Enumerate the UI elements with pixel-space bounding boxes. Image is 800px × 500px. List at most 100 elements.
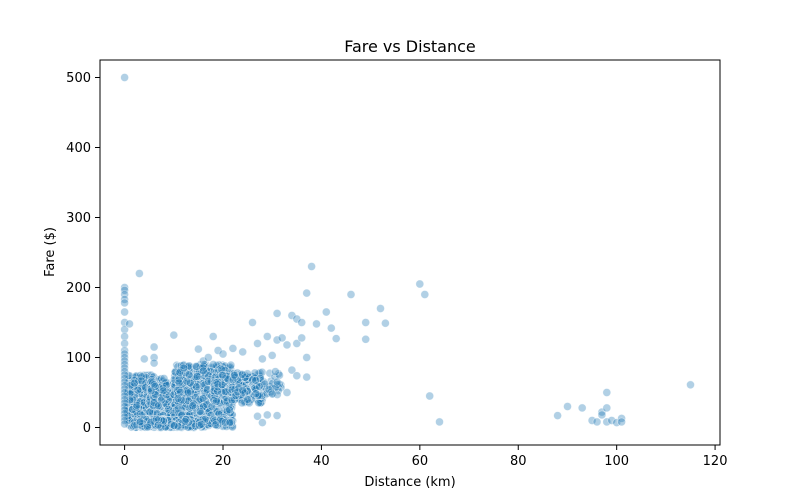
data-point [312, 319, 321, 329]
data-point [174, 378, 184, 388]
data-point [120, 307, 129, 317]
x-tick-label: 20 [215, 454, 232, 469]
data-point [577, 403, 587, 413]
data-point [361, 318, 371, 327]
data-point [321, 307, 331, 317]
data-point [209, 360, 218, 369]
data-point [149, 358, 159, 368]
data-point [186, 387, 195, 397]
data-point [174, 385, 184, 394]
data-point [253, 339, 262, 348]
data-point [225, 405, 234, 415]
data-point [183, 388, 193, 398]
x-tick-label: 40 [313, 454, 330, 469]
data-point [302, 353, 312, 362]
y-tick-label: 100 [66, 351, 91, 366]
data-point [272, 411, 282, 420]
data-point [171, 367, 180, 377]
chart-title: Fare vs Distance [344, 37, 476, 56]
data-point [132, 400, 142, 410]
y-tick-label: 0 [83, 421, 91, 436]
data-point [238, 385, 247, 395]
data-point [120, 298, 129, 308]
data-point [213, 387, 222, 396]
x-tick-label: 120 [703, 454, 728, 469]
data-point [233, 368, 242, 378]
data-point [250, 368, 260, 378]
data-point [184, 370, 194, 379]
data-point [282, 388, 292, 397]
data-point [225, 417, 235, 427]
data-point [125, 319, 134, 329]
data-point [199, 366, 208, 376]
x-tick-label: 80 [510, 454, 527, 469]
data-point [120, 419, 129, 429]
data-point [563, 402, 572, 411]
data-point [204, 353, 213, 362]
data-point [420, 290, 430, 299]
data-point [179, 361, 188, 370]
data-point [277, 333, 287, 343]
data-point [120, 73, 129, 82]
data-point [217, 380, 227, 390]
data-point [271, 367, 280, 376]
data-point [258, 354, 267, 364]
y-tick-label: 200 [66, 281, 91, 296]
data-point [159, 386, 168, 396]
data-point [262, 332, 272, 341]
data-point [331, 334, 341, 343]
data-point [140, 354, 149, 364]
data-point [146, 386, 156, 396]
data-point [197, 420, 206, 429]
data-point [149, 401, 158, 411]
data-point [307, 262, 316, 271]
data-point [202, 400, 212, 409]
data-point [143, 422, 152, 432]
data-point [376, 304, 385, 313]
data-point [592, 417, 602, 427]
data-point [243, 395, 252, 404]
data-point [597, 410, 607, 420]
data-point [213, 382, 223, 392]
data-point [218, 349, 228, 359]
data-point [602, 403, 612, 413]
data-point [169, 330, 179, 340]
data-point [361, 334, 371, 344]
y-tick-label: 300 [66, 211, 91, 226]
data-point [179, 363, 188, 373]
data-point [272, 377, 282, 387]
data-point [381, 318, 390, 328]
data-point [192, 372, 202, 381]
data-point [184, 361, 194, 371]
data-point [258, 418, 267, 427]
data-point [265, 368, 275, 378]
data-point [292, 371, 302, 381]
data-point [222, 396, 232, 406]
data-point [686, 380, 695, 390]
data-point [188, 401, 197, 411]
data-point [238, 347, 247, 357]
data-point [435, 417, 444, 427]
data-point [198, 363, 207, 372]
data-point [180, 416, 190, 426]
data-point [130, 378, 139, 388]
data-point [302, 372, 312, 382]
data-point [297, 318, 307, 327]
x-tick-label: 0 [120, 454, 128, 469]
points-layer [120, 73, 695, 432]
data-point [159, 374, 169, 383]
data-point [617, 417, 626, 427]
data-point [194, 344, 203, 354]
data-point [209, 395, 219, 405]
data-point [346, 290, 356, 299]
data-point [213, 379, 222, 389]
data-point [169, 421, 179, 430]
data-point [251, 389, 261, 399]
y-tick-label: 400 [66, 141, 91, 156]
x-tick-label: 60 [412, 454, 429, 469]
data-point [133, 385, 143, 395]
data-point [238, 370, 247, 379]
data-point [229, 370, 239, 380]
data-point [262, 410, 272, 420]
